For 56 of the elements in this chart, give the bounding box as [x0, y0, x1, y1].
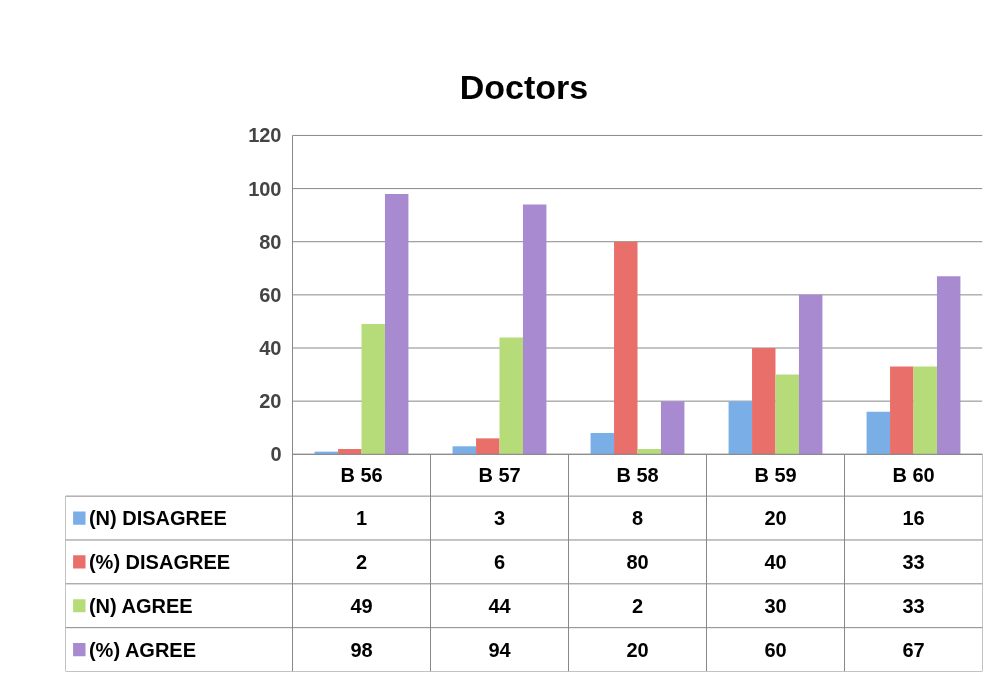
bar — [338, 448, 362, 455]
data-label: 60 — [764, 638, 787, 661]
legend-label: (%) DISAGREE — [88, 550, 231, 573]
bar — [590, 433, 615, 455]
bar — [476, 438, 500, 455]
x-tick-label: B 56 — [340, 464, 383, 487]
bar — [798, 294, 823, 455]
data-label: 30 — [764, 594, 787, 617]
y-tick-label: 80 — [259, 230, 282, 253]
data-label: 3 — [493, 507, 506, 530]
bar — [660, 401, 685, 455]
x-tick-label: B 60 — [892, 464, 935, 487]
bar — [499, 337, 523, 455]
bar — [728, 401, 753, 455]
bar — [384, 193, 409, 455]
data-label: 1 — [355, 507, 368, 530]
data-label: 80 — [626, 550, 649, 573]
data-label: 33 — [902, 594, 925, 617]
bar — [913, 366, 937, 455]
bar — [775, 374, 799, 455]
data-label: 20 — [626, 638, 649, 661]
bar — [614, 241, 638, 455]
y-tick-label: 120 — [248, 124, 282, 147]
data-label: 2 — [631, 594, 644, 617]
data-label: 6 — [493, 550, 506, 573]
legend-label: (N) AGREE — [88, 594, 193, 617]
bar — [637, 448, 661, 455]
legend-label: (%) AGREE — [88, 638, 197, 661]
bar — [452, 446, 477, 455]
data-label: 8 — [631, 507, 644, 530]
x-tick-label: B 59 — [754, 464, 797, 487]
legend-label: (N) DISAGREE — [88, 507, 227, 530]
data-label: 20 — [764, 507, 787, 530]
chart-title: Doctors — [459, 67, 589, 106]
bar — [522, 204, 547, 455]
y-tick-label: 0 — [270, 443, 282, 466]
x-tick-label: B 57 — [478, 464, 521, 487]
bar — [752, 348, 776, 455]
data-label: 16 — [902, 507, 925, 530]
y-tick-label: 40 — [259, 337, 282, 360]
data-label: 67 — [902, 638, 925, 661]
bar — [936, 276, 961, 455]
data-label: 98 — [350, 638, 373, 661]
data-label: 94 — [488, 638, 512, 661]
data-label: 40 — [764, 550, 787, 573]
bar — [890, 366, 914, 455]
data-label: 2 — [355, 550, 368, 573]
bar — [361, 324, 385, 455]
y-tick-label: 100 — [248, 177, 282, 200]
data-label: 44 — [488, 594, 512, 617]
y-tick-label: 20 — [259, 390, 282, 413]
x-tick-label: B 58 — [616, 464, 659, 487]
y-tick-label: 60 — [259, 283, 282, 306]
bar — [866, 411, 891, 455]
data-label: 49 — [350, 594, 373, 617]
data-label: 33 — [902, 550, 925, 573]
